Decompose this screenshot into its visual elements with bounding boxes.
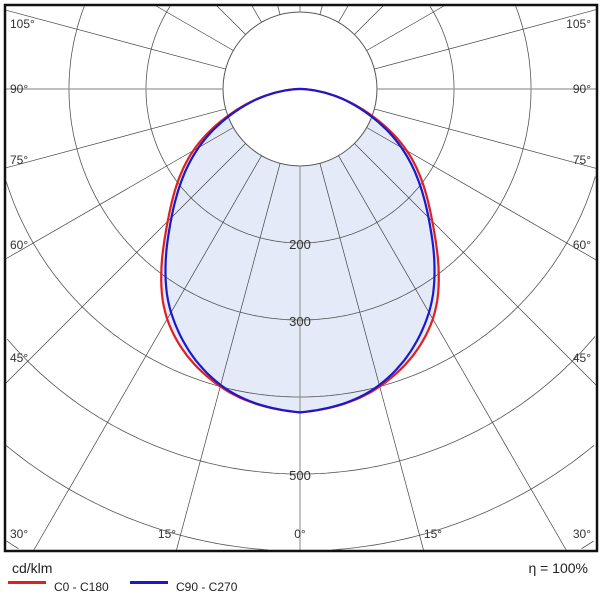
angle-label-left: 90°: [10, 82, 28, 96]
radial-line: [374, 108, 597, 169]
angle-label-right: 75°: [573, 153, 591, 167]
radial-line: [156, 5, 234, 51]
radial-line: [354, 143, 597, 386]
radial-line: [319, 5, 323, 15]
angle-label-left: 75°: [10, 153, 28, 167]
legend-swatch: [130, 580, 168, 584]
curves: [160, 87, 440, 414]
radial-line: [338, 5, 349, 23]
radial-line: [216, 5, 246, 35]
radial-line: [5, 9, 226, 70]
angle-label-right: 60°: [573, 238, 591, 252]
legend-item-c0: C0 - C180: [8, 580, 109, 594]
ring-label: 500: [289, 468, 311, 483]
legend-item-c90: C90 - C270: [130, 580, 237, 594]
axis-labels: 200 300 500 105° 105° 90° 90° 75° 75° 60° 60° 45° 45…: [10, 17, 591, 541]
angle-label-bottom: 0°: [294, 527, 306, 541]
ring-label: 300: [289, 314, 311, 329]
radial-line: [251, 5, 262, 23]
curve-C90-C270: [164, 87, 436, 414]
chart-frame: [3, 3, 599, 553]
angle-label-right: 30°: [573, 527, 591, 541]
ring-label: 200: [289, 237, 311, 252]
legend-label: C0 - C180: [54, 580, 109, 594]
ring-400: [5, 176, 596, 398]
radial-line: [5, 143, 246, 384]
ring-200: [145, 6, 455, 244]
unit-label: cd/klm: [12, 560, 53, 576]
radial-line: [338, 155, 567, 551]
radial-line: [319, 163, 424, 551]
ring-500: [6, 336, 596, 475]
radial-line: [5, 108, 226, 169]
radial-line: [366, 5, 444, 51]
angle-label-bottom: 15°: [158, 527, 176, 541]
angle-label-left: 105°: [10, 17, 35, 31]
radial-line: [277, 5, 281, 15]
angle-label-left: 60°: [10, 238, 28, 252]
legend-swatch: [8, 580, 46, 584]
ring-300: [68, 6, 532, 321]
angle-label-right: 105°: [566, 17, 591, 31]
angle-label-right: 45°: [573, 351, 591, 365]
efficiency-label: η = 100%: [528, 560, 588, 576]
radial-line: [374, 9, 597, 70]
radial-line: [354, 5, 384, 35]
polar-grid: [5, 5, 597, 551]
radial-line: [33, 155, 262, 551]
ring-700: [6, 540, 594, 549]
radial-line: [176, 163, 281, 551]
legend-label: C90 - C270: [176, 580, 238, 594]
angle-label-left: 45°: [10, 351, 28, 365]
angle-label-right: 90°: [573, 82, 591, 96]
ring-600: [5, 445, 595, 551]
angle-label-bottom: 15°: [424, 527, 442, 541]
angle-label-left: 30°: [10, 527, 28, 541]
